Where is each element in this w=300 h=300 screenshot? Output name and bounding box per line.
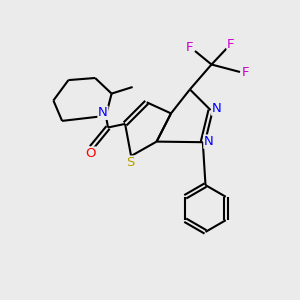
Text: N: N bbox=[204, 135, 214, 148]
Text: N: N bbox=[212, 102, 221, 115]
Text: F: F bbox=[186, 41, 194, 54]
Text: F: F bbox=[227, 38, 235, 52]
Text: S: S bbox=[126, 156, 135, 169]
Text: F: F bbox=[242, 66, 250, 79]
Text: O: O bbox=[86, 147, 96, 160]
Text: N: N bbox=[98, 106, 108, 119]
